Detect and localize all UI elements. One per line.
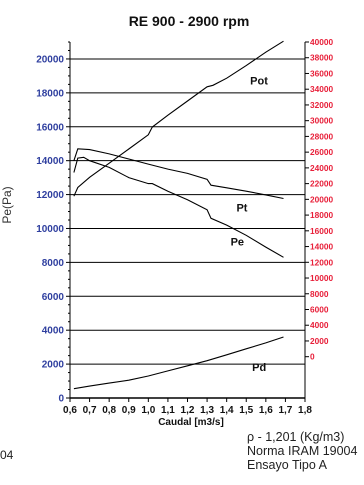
x-tick-label-9: 1,5 <box>239 405 253 416</box>
y2-tick-label-19: 38000 <box>310 53 333 63</box>
y2-tick-label-17: 34000 <box>310 84 333 94</box>
y2-tick-label-3: 6000 <box>310 304 329 314</box>
right-axis-ticks: 0 2000 4000 6000 8000 10000 12000 14000 16000 180… <box>305 37 333 362</box>
air-density-note: ρ - 1,201 (Kg/m3) <box>247 430 345 444</box>
y2-tick-label-1: 2000 <box>310 336 329 346</box>
y2-tick-label-18: 36000 <box>310 68 333 78</box>
y-tick-label-8: 16000 <box>36 122 64 133</box>
series-line-pd <box>73 336 284 390</box>
y-tick-label-4: 8000 <box>42 258 65 269</box>
y-tick-label-10: 20000 <box>36 54 64 65</box>
y-tick-label-5: 10000 <box>36 224 64 235</box>
series-label-pt: Pt <box>236 203 247 215</box>
y-tick-label-0: 0 <box>58 394 64 405</box>
horizontal-gridlines <box>70 58 305 365</box>
chart-title: RE 900 - 2900 rpm <box>129 13 250 29</box>
series-line-pe <box>73 156 284 258</box>
y2-tick-label-9: 18000 <box>310 210 333 220</box>
left-axis-ticks: 0 2000 4000 6000 8000 10000 12000 14000 16000 180… <box>36 41 70 405</box>
series-line-pt <box>73 148 284 200</box>
y-tick-label-7: 14000 <box>36 156 64 167</box>
y2-tick-label-13: 26000 <box>310 147 333 157</box>
series-label-pot: Pot <box>250 75 268 87</box>
series-labels: Pot Pt Pe Pd <box>231 75 269 373</box>
y-axis-label: Pe(Pa) <box>0 186 14 223</box>
data-series <box>73 40 284 390</box>
cropped-edge-text: 04 <box>0 448 14 462</box>
x-axis-label: Caudal [m3/s] <box>158 417 224 428</box>
y2-tick-label-5: 10000 <box>310 273 333 283</box>
x-tick-label-10: 1,6 <box>259 405 273 416</box>
y2-tick-label-11: 22000 <box>310 179 333 189</box>
x-tick-label-12: 1,8 <box>298 405 312 416</box>
fan-performance-chart: RE 900 - 2900 rpm 0 2000 4000 6000 8000 10000… <box>0 13 333 428</box>
y2-tick-label-6: 12000 <box>310 257 333 267</box>
y2-tick-label-10: 20000 <box>310 194 333 204</box>
y2-tick-label-16: 32000 <box>310 100 333 110</box>
y-tick-label-1: 2000 <box>42 360 65 371</box>
y2-tick-label-20: 40000 <box>310 37 333 47</box>
x-tick-label-5: 1,1 <box>161 405 175 416</box>
x-tick-label-7: 1,3 <box>200 405 214 416</box>
series-label-pe: Pe <box>231 236 244 248</box>
plot-axes <box>69 42 306 399</box>
y-tick-label-6: 12000 <box>36 190 64 201</box>
y2-tick-label-4: 8000 <box>310 289 329 299</box>
x-axis-ticks: 0,6 0,7 0,8 0,9 1,0 1,1 1,2 1,3 1,4 1,5 1,6 1,7 1,8 <box>63 398 312 416</box>
x-tick-label-11: 1,7 <box>278 405 292 416</box>
y2-tick-label-0: 0 <box>310 352 315 362</box>
x-tick-label-2: 0,8 <box>102 405 116 416</box>
series-line-pot <box>73 40 284 197</box>
y2-tick-label-2: 4000 <box>310 320 329 330</box>
x-tick-label-8: 1,4 <box>220 405 234 416</box>
x-tick-label-1: 0,7 <box>83 405 97 416</box>
test-conditions-notes: ρ - 1,201 (Kg/m3) Norma IRAM 19004 Ensay… <box>247 430 357 472</box>
x-tick-label-0: 0,6 <box>63 405 77 416</box>
y2-tick-label-14: 28000 <box>310 131 333 141</box>
y-tick-label-9: 18000 <box>36 88 64 99</box>
x-tick-label-3: 0,9 <box>122 405 136 416</box>
norm-note: Norma IRAM 19004 <box>247 444 358 458</box>
y-tick-label-2: 4000 <box>42 326 65 337</box>
y2-tick-label-15: 30000 <box>310 116 333 126</box>
x-tick-label-6: 1,2 <box>181 405 195 416</box>
series-label-pd: Pd <box>252 362 266 374</box>
x-tick-label-4: 1,0 <box>141 405 155 416</box>
y2-tick-label-7: 14000 <box>310 242 333 252</box>
y2-tick-label-8: 16000 <box>310 226 333 236</box>
y-tick-label-3: 6000 <box>42 292 65 303</box>
y2-tick-label-12: 24000 <box>310 163 333 173</box>
test-type-note: Ensayo Tipo A <box>247 458 327 472</box>
